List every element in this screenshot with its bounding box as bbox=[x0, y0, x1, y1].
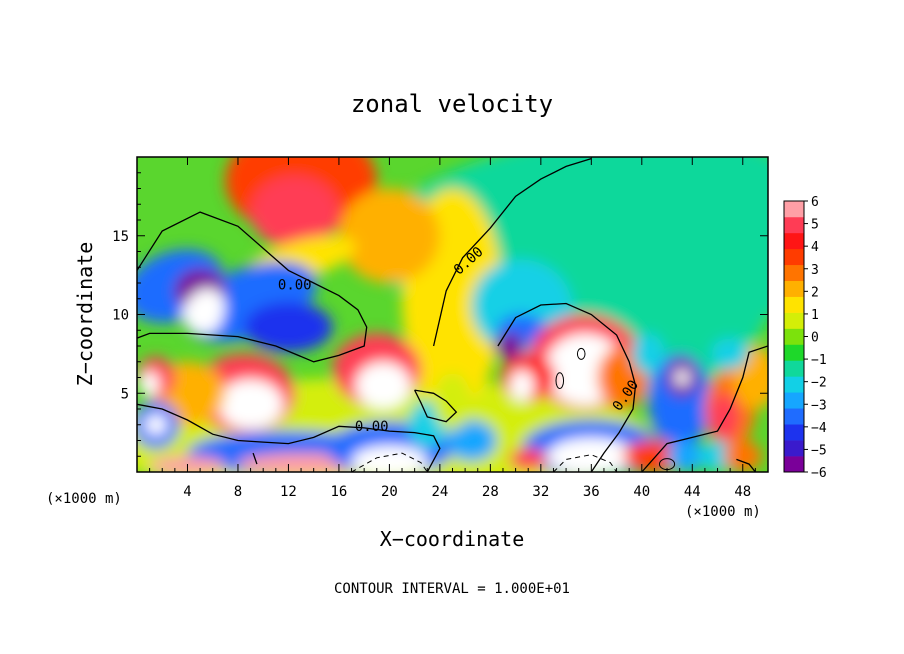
colorbar-tick-label-12: −6 bbox=[811, 466, 827, 481]
colorbar-swatch-7 bbox=[784, 344, 804, 361]
colorbar-swatch-10 bbox=[784, 296, 804, 313]
zero-contour-7 bbox=[736, 458, 756, 472]
chart-title: zonal velocity bbox=[351, 90, 553, 118]
colorbar-swatch-16 bbox=[784, 201, 804, 218]
colorbar-swatch-3 bbox=[784, 408, 804, 425]
field-patch-39 bbox=[509, 448, 548, 471]
colorbar-tick-label-2: 4 bbox=[811, 240, 819, 255]
x-tick-label-1: 8 bbox=[234, 484, 242, 500]
field-patch-24 bbox=[355, 361, 411, 409]
negative-contour-0 bbox=[351, 452, 428, 472]
x-tick-label-4: 20 bbox=[381, 484, 398, 500]
x-tick-label-2: 12 bbox=[280, 484, 297, 500]
velocity-field bbox=[137, 157, 768, 472]
zero-contour-4 bbox=[414, 389, 458, 423]
colorbar-tick-label-5: 1 bbox=[811, 308, 819, 323]
field-patch-45 bbox=[674, 369, 690, 386]
x-tick-label-10: 44 bbox=[684, 484, 701, 500]
zero-contour-5 bbox=[641, 345, 768, 472]
x-axis-ticks: 4 8 12 16 20 24 28 32 36 40 44 48 bbox=[149, 157, 756, 500]
colorbar-tick-label-8: −2 bbox=[811, 376, 827, 391]
x-tick-label-11: 48 bbox=[734, 484, 751, 500]
colorbar-tick-label-6: 0 bbox=[811, 331, 819, 346]
colorbar-tick-label-1: 5 bbox=[811, 218, 819, 233]
x-tick-label-6: 28 bbox=[482, 484, 499, 500]
colorbar-tick-label-0: 6 bbox=[811, 195, 819, 210]
colorbar-tick-label-9: −3 bbox=[811, 398, 827, 413]
field-patch-3 bbox=[616, 157, 768, 331]
zero-contour-3 bbox=[137, 403, 441, 472]
y-tick-label-0: 5 bbox=[121, 386, 129, 402]
colorbar-tick-label-3: 3 bbox=[811, 263, 819, 278]
colorbar-swatch-15 bbox=[784, 216, 804, 234]
x-tick-label-8: 36 bbox=[583, 484, 600, 500]
field-patch-49 bbox=[708, 393, 739, 441]
x-unit-right: (×1000 m) bbox=[685, 504, 761, 520]
colorbar-swatch-8 bbox=[784, 328, 804, 345]
field-patch-21 bbox=[509, 369, 535, 402]
field-patch-14 bbox=[182, 295, 223, 334]
y-axis-label: Z−coordinate bbox=[73, 242, 97, 387]
contour-label-0: 0.00 bbox=[278, 277, 312, 293]
colorbar-tick-label-11: −5 bbox=[811, 443, 827, 458]
zero-contour-1 bbox=[432, 157, 592, 347]
zero-contours bbox=[137, 157, 768, 472]
colorbar-swatch-12 bbox=[784, 264, 804, 282]
field-patch-29 bbox=[139, 371, 160, 397]
field-patch-47 bbox=[667, 440, 705, 472]
colorbar-tick-label-10: −4 bbox=[811, 421, 827, 436]
y-tick-label-2: 15 bbox=[112, 229, 129, 245]
colorbar-swatch-1 bbox=[784, 440, 804, 457]
colorbar-swatch-14 bbox=[784, 232, 804, 250]
x-tick-label-5: 24 bbox=[431, 484, 448, 500]
small-contour-1 bbox=[576, 347, 586, 360]
colorbar-swatch-2 bbox=[784, 424, 804, 441]
x-unit-left: (×1000 m) bbox=[46, 491, 122, 507]
negative-contour-1 bbox=[553, 454, 618, 472]
field-patch-11 bbox=[244, 301, 333, 353]
colorbar-swatch-6 bbox=[784, 360, 804, 377]
x-tick-label-9: 40 bbox=[633, 484, 650, 500]
field-patch-42 bbox=[433, 372, 472, 430]
small-contour-0 bbox=[555, 372, 565, 390]
plot-area: 0.000.000.000.00 4 8 12 16 20 24 28 32 36 40 44 48 … bbox=[112, 156, 769, 500]
x-tick-label-3: 16 bbox=[330, 484, 347, 500]
x-axis-label: X−coordinate bbox=[380, 527, 525, 551]
field-patch-54 bbox=[631, 333, 665, 375]
y-tick-label-1: 10 bbox=[112, 308, 129, 324]
colorbar-swatch-9 bbox=[784, 312, 804, 329]
zero-contour-0 bbox=[137, 211, 368, 363]
field-patch-6 bbox=[250, 175, 339, 249]
x-tick-label-7: 32 bbox=[532, 484, 549, 500]
field-patch-31 bbox=[144, 413, 168, 436]
colorbar-swatch-5 bbox=[784, 376, 804, 393]
zero-contour-2 bbox=[497, 302, 637, 472]
field-patch-36 bbox=[351, 445, 428, 472]
colorbar-swatch-0 bbox=[784, 456, 804, 473]
contour-label-2: 0.00 bbox=[355, 419, 389, 435]
colorbar-swatch-11 bbox=[784, 280, 804, 297]
x-tick-label-0: 4 bbox=[183, 484, 191, 500]
field-patch-26 bbox=[217, 379, 284, 430]
colorbar-tick-label-4: 2 bbox=[811, 285, 819, 300]
colorbar-tick-label-7: −1 bbox=[811, 353, 827, 368]
y-axis-ticks: 5 10 15 bbox=[112, 172, 768, 457]
colorbar-swatch-4 bbox=[784, 392, 804, 409]
colorbar-swatch-13 bbox=[784, 248, 804, 266]
field-patch-17 bbox=[494, 333, 525, 359]
field-patch-53 bbox=[711, 338, 750, 370]
field-patch-7 bbox=[338, 188, 440, 283]
zero-contour-6 bbox=[252, 452, 258, 465]
contour-interval-note: CONTOUR INTERVAL = 1.000E+01 bbox=[334, 581, 570, 597]
field-patch-38 bbox=[547, 437, 636, 472]
field-patch-51 bbox=[723, 440, 762, 472]
field-patch-40 bbox=[446, 420, 497, 461]
colorbar: 6 5 4 3 2 1 0 −1 −2 −3 −4 −5 −6 bbox=[783, 195, 827, 481]
